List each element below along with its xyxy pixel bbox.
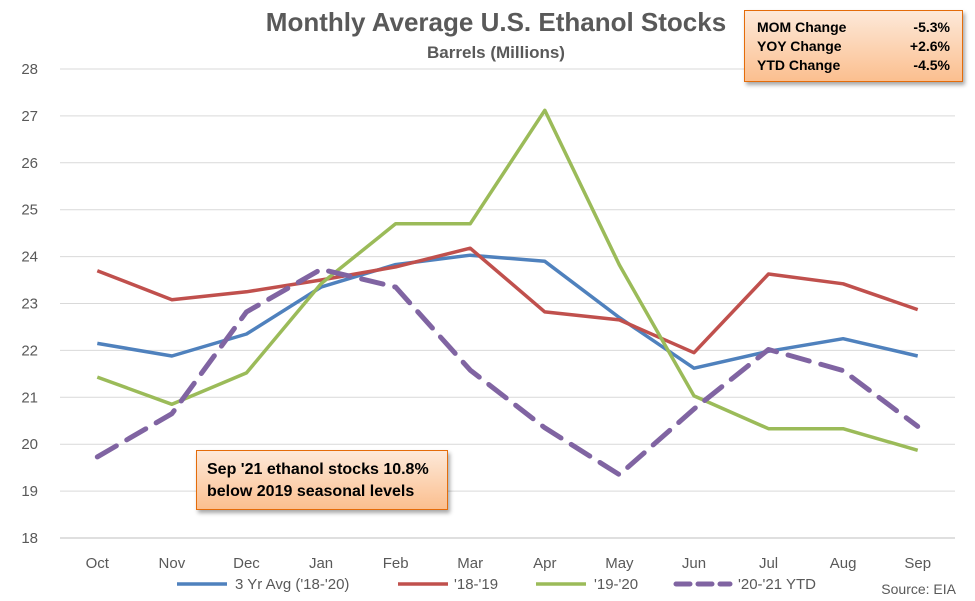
x-tick-label: May [605, 555, 634, 572]
series-line [96, 246, 919, 355]
legend-label: '18-'19 [454, 576, 498, 593]
chart-title: Monthly Average U.S. Ethanol Stocks [266, 7, 726, 37]
stat-row-mom: MOM Change -5.3% [757, 18, 950, 37]
y-tick-label: 22 [21, 342, 38, 359]
x-tick-label: Nov [159, 555, 186, 572]
y-tick-label: 19 [21, 483, 38, 500]
series-line [96, 108, 919, 452]
y-tick-label: 18 [21, 530, 38, 547]
chart-subtitle: Barrels (Millions) [427, 43, 565, 62]
series-line [97, 253, 919, 370]
y-tick-label: 25 [21, 202, 38, 219]
y-tick-label: 28 [21, 61, 38, 78]
stat-value: -5.3% [913, 19, 950, 35]
x-tick-label: Aug [830, 555, 857, 572]
x-tick-label: Oct [86, 555, 110, 572]
x-tick-label: Dec [233, 555, 260, 572]
legend: 3 Yr Avg ('18-'20) '18-'19 '19-'20 '20-'21 … [177, 576, 816, 593]
x-tick-label: Sep [904, 555, 931, 572]
y-tick-label: 21 [21, 389, 38, 406]
stat-label: YTD Change [757, 57, 841, 73]
series-line [94, 266, 921, 478]
y-tick-label: 26 [21, 155, 38, 172]
stat-row-yoy: YOY Change +2.6% [757, 37, 950, 56]
y-tick-label: 23 [21, 296, 38, 313]
x-tick-label: Feb [383, 555, 409, 572]
stat-label: MOM Change [757, 19, 847, 35]
x-tick-label: Jul [759, 555, 778, 572]
legend-label: '19-'20 [594, 576, 638, 593]
annotation-box: Sep '21 ethanol stocks 10.8% below 2019 … [196, 450, 448, 510]
legend-label: '20-'21 YTD [738, 576, 816, 593]
annotation-line-1: Sep '21 ethanol stocks 10.8% [207, 461, 429, 478]
stat-value: -4.5% [913, 57, 950, 73]
gridlines [60, 68, 955, 539]
source-note: Source: EIA [881, 581, 956, 597]
y-tick-label: 27 [21, 108, 38, 125]
change-stats-box: MOM Change -5.3% YOY Change +2.6% YTD Ch… [744, 10, 963, 82]
y-axis: 18 19 20 21 22 23 24 25 26 27 28 [21, 61, 38, 547]
series-lines [94, 108, 921, 478]
x-axis: Oct Nov Dec Jan Feb Mar Apr May Jun Jul Aug Sep [86, 555, 931, 572]
stat-label: YOY Change [757, 38, 842, 54]
x-tick-label: Apr [533, 555, 556, 572]
x-tick-label: Jan [309, 555, 333, 572]
y-tick-label: 24 [21, 249, 38, 266]
x-tick-label: Jun [682, 555, 706, 572]
stat-row-ytd: YTD Change -4.5% [757, 56, 950, 75]
stat-value: +2.6% [909, 38, 950, 54]
annotation-line-2: below 2019 seasonal levels [207, 483, 415, 500]
x-tick-label: Mar [457, 555, 483, 572]
legend-label: 3 Yr Avg ('18-'20) [235, 576, 349, 593]
y-tick-label: 20 [21, 436, 38, 453]
